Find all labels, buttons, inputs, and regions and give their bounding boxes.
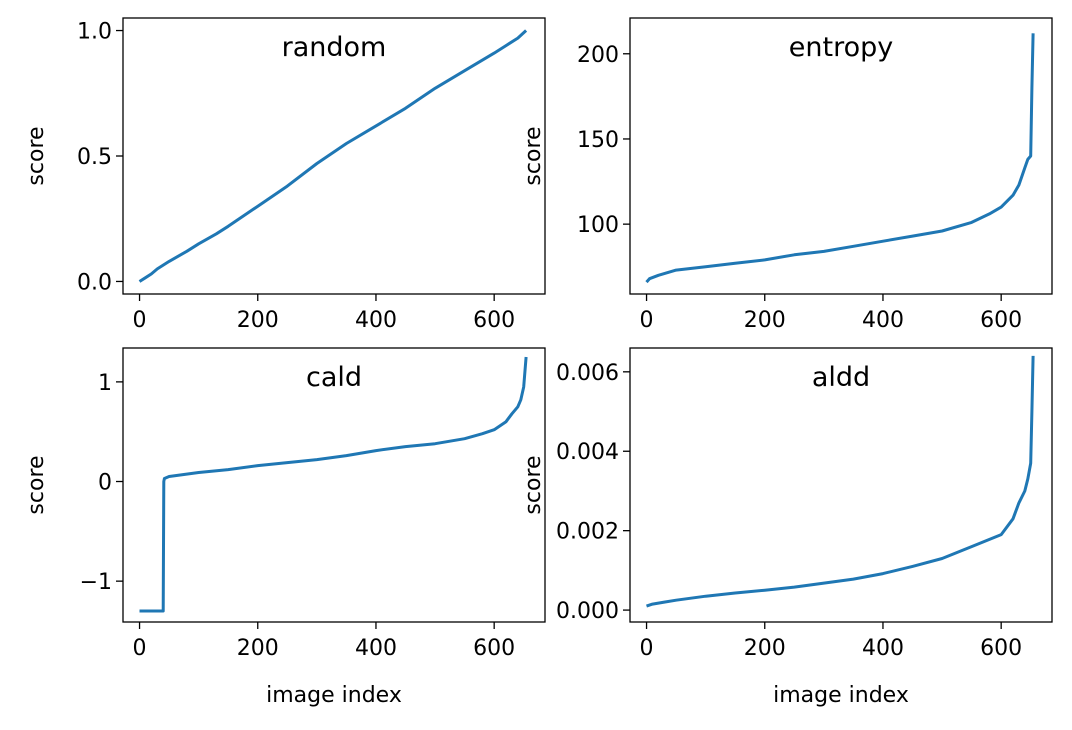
y-tick-label: 0 [98,471,112,496]
y-tick-label: 1.0 [77,20,112,45]
y-tick-label: 0.002 [556,520,619,545]
x-tick-label: 200 [744,636,786,661]
panel-title: entropy [789,32,893,63]
y-tick-label: 0.006 [556,361,619,386]
x-tick-label: 400 [355,308,397,333]
y-tick-label: 100 [577,213,619,238]
y-tick-label: 200 [577,43,619,68]
x-tick-label: 0 [133,308,147,333]
subplot-aldd: 0 200 400 600 0.000 0.002 0.004 0.006 aldd score i… [521,347,1053,708]
x-tick-label: 600 [980,636,1022,661]
y-axis-label: score [24,455,49,514]
x-tick-label: 0 [640,308,654,333]
x-tick-label: 400 [862,636,904,661]
panel-title: cald [306,362,362,393]
subplot-random: 0 200 400 600 0.0 0.5 1.0 random score [24,17,546,333]
x-tick-label: 200 [744,308,786,333]
x-tick-label: 400 [355,636,397,661]
x-axis-label: image index [773,683,909,708]
y-tick-label: 0.0 [77,270,112,295]
series-line-entropy [645,33,1035,284]
y-axis-label: score [521,455,546,514]
y-tick-label: 1 [98,371,112,396]
y-tick-label: −1 [80,570,112,595]
panel-title: random [282,32,387,63]
x-tick-label: 400 [862,308,904,333]
axes-frame [122,347,546,623]
subplot-entropy: 0 200 400 600 100 150 200 entropy score [521,17,1053,333]
x-tick-label: 600 [473,308,515,333]
axes-frame [629,17,1053,295]
x-axis-label: image index [266,683,402,708]
axes-frame [629,347,1053,623]
y-tick-label: 0.5 [77,145,112,170]
series-line-random [138,29,528,283]
x-tick-label: 0 [640,636,654,661]
y-axis-label: score [521,126,546,185]
y-tick-label: 0.000 [556,599,619,624]
y-tick-label: 150 [577,128,619,153]
panel-title: aldd [812,362,870,393]
x-tick-label: 0 [133,636,147,661]
subplot-grid: 0 200 400 600 0.0 0.5 1.0 random score 0 200 400 600… [24,17,1053,708]
x-tick-label: 200 [237,636,279,661]
y-axis-label: score [24,126,49,185]
y-tick-label: 0.004 [556,440,619,465]
x-tick-label: 600 [473,636,515,661]
series-line-cald [139,356,528,613]
x-tick-label: 600 [980,308,1022,333]
x-tick-label: 200 [237,308,279,333]
series-line-aldd [646,355,1035,608]
subplot-cald: 0 200 400 600 −1 0 1 cald score image index [24,347,546,708]
